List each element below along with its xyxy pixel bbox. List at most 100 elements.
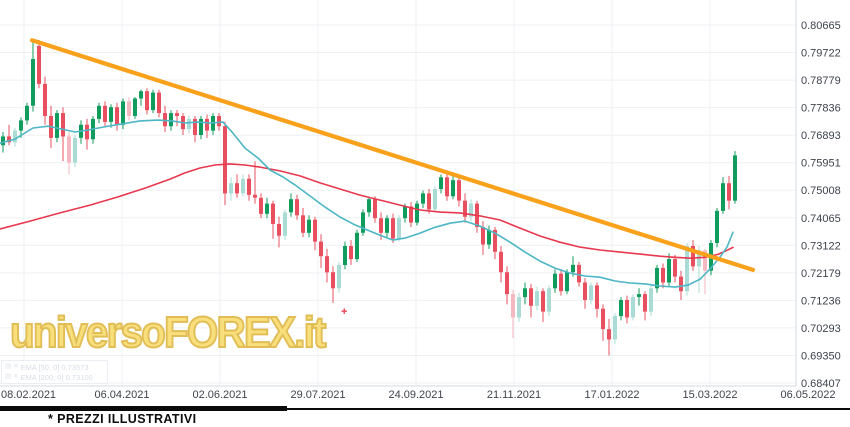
candle-body: [523, 288, 527, 298]
candle-body: [349, 246, 353, 260]
x-tick-label: 06.05.2022: [780, 389, 835, 401]
panel-icon[interactable]: ▤: [5, 362, 12, 370]
y-tick-label: 0.70293: [801, 323, 841, 335]
legend-value-ema200: 0.73100: [65, 372, 93, 382]
candle-body: [61, 113, 65, 137]
time-axis[interactable]: 08.02.2021 06.04.2021 02.06.2021 29.07.2021…: [1, 389, 836, 401]
candle-body: [601, 308, 605, 330]
candle-body: [721, 183, 725, 211]
candle-body: [391, 218, 395, 239]
candle-body: [145, 91, 149, 111]
candle-body: [373, 199, 377, 219]
candle-body: [67, 136, 71, 163]
y-tick-label: 0.68407: [801, 378, 841, 390]
candle-body: [535, 291, 539, 306]
ema50-path: [0, 119, 734, 288]
candle-body: [625, 300, 629, 318]
candle-body: [553, 273, 557, 289]
candle-body: [415, 203, 419, 223]
x-tick-label: 29.07.2021: [290, 389, 345, 401]
price-chart-canvas[interactable]: 0.80665 0.79722 0.78779 0.77836 0.76893 0.759…: [0, 0, 850, 403]
price-axis[interactable]: 0.80665 0.79722 0.78779 0.77836 0.76893 0.759…: [801, 20, 841, 390]
x-tick-label: 02.06.2021: [192, 389, 247, 401]
descending-trendline[interactable]: [29, 38, 756, 272]
ema50-line[interactable]: [0, 119, 734, 288]
candle-body: [619, 300, 623, 317]
candle-body: [115, 107, 119, 125]
y-tick-label: 0.79722: [801, 48, 841, 60]
candle-body: [487, 229, 491, 245]
x-tick-label: 24.09.2021: [388, 389, 443, 401]
y-tick-label: 0.78779: [801, 75, 841, 87]
candle-body: [481, 227, 485, 245]
candle-body: [13, 130, 17, 143]
candle-body: [313, 219, 317, 242]
legend-label-ema50: EMA [50, 0]: [20, 362, 60, 372]
candle-body: [457, 180, 461, 201]
legend-label-ema200: EMA [200, 0]: [20, 372, 64, 382]
candle-body: [253, 194, 257, 198]
candle-body: [175, 113, 179, 116]
watermark-plus-marker: +: [341, 306, 348, 318]
watermark: universoFOREX.it: [9, 307, 327, 358]
candle-body: [379, 218, 383, 233]
candle-body: [673, 259, 677, 277]
candle-body: [85, 124, 89, 140]
y-tick-label: 0.80665: [801, 20, 841, 32]
candle-body: [421, 193, 425, 204]
y-tick-label: 0.73122: [801, 240, 841, 252]
legend-row-ema200: ▤ ✕ EMA [200, 0] 0.73100: [5, 372, 107, 382]
candle-body: [445, 177, 449, 197]
trendline[interactable]: [29, 38, 756, 272]
candle-body: [631, 297, 635, 318]
candle-body: [733, 155, 737, 201]
panel-icon[interactable]: ▤: [5, 372, 12, 380]
candle-body: [451, 180, 455, 197]
candle-body: [439, 177, 443, 189]
candle-body: [583, 282, 587, 300]
candle-body: [205, 118, 209, 131]
disclaimer-note: * PREZZI ILLUSTRATIVI: [48, 412, 197, 426]
close-icon[interactable]: ✕: [13, 362, 19, 370]
candle-body: [589, 285, 593, 300]
candle-body: [121, 101, 125, 125]
candle-body: [667, 259, 671, 283]
candle-body: [37, 45, 41, 84]
candle-body: [19, 120, 23, 131]
ema200-path: [0, 163, 734, 260]
candle-body: [1, 136, 5, 146]
close-icon[interactable]: ✕: [13, 372, 19, 380]
candle-body: [235, 183, 239, 194]
x-tick-label: 17.01.2022: [584, 389, 639, 401]
candle-body: [151, 92, 155, 111]
ema200-line[interactable]: [0, 163, 734, 260]
candle-body: [247, 178, 251, 195]
candle-body: [361, 212, 365, 233]
candlestick-series: [1, 40, 737, 356]
candle-body: [463, 200, 467, 217]
candle-body: [679, 276, 683, 292]
candle-body: [31, 59, 35, 106]
candle-body: [607, 329, 611, 340]
candle-body: [685, 246, 689, 292]
y-tick-label: 0.69350: [801, 351, 841, 363]
y-tick-label: 0.76893: [801, 130, 841, 142]
candle-body: [337, 264, 341, 289]
x-tick-label: 06.04.2021: [94, 389, 149, 401]
candle-body: [727, 183, 731, 201]
candle-body: [325, 256, 329, 273]
candle-body: [163, 113, 167, 127]
candle-body: [157, 92, 161, 113]
candle-body: [301, 215, 305, 233]
candle-body: [73, 137, 77, 163]
candle-body: [595, 285, 599, 309]
candle-body: [187, 118, 191, 130]
candle-body: [277, 224, 281, 236]
candle-body: [703, 250, 707, 271]
candle-body: [7, 136, 11, 143]
y-tick-label: 0.74065: [801, 213, 841, 225]
candle-body: [571, 264, 575, 273]
candle-body: [229, 183, 233, 194]
candle-body: [127, 101, 131, 116]
candle-body: [217, 116, 221, 127]
